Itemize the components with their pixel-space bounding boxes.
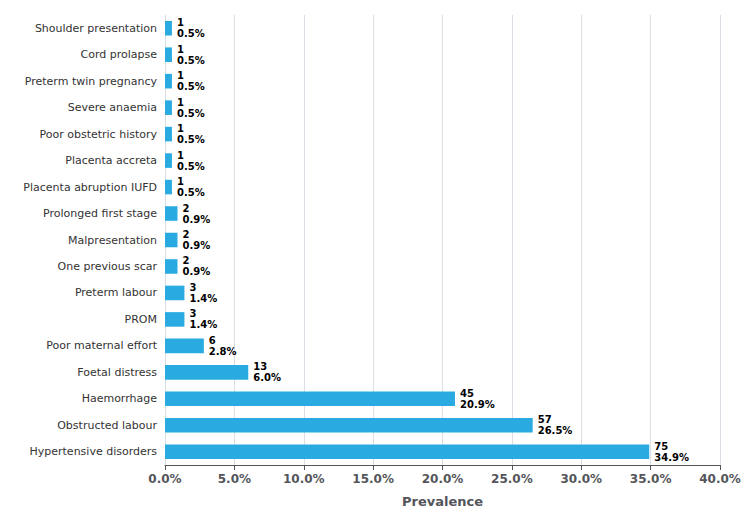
svg-text:Hypertensive disorders: Hypertensive disorders: [30, 445, 158, 458]
svg-text:Preterm twin pregnancy: Preterm twin pregnancy: [25, 75, 158, 88]
svg-text:15.0%: 15.0%: [352, 472, 394, 486]
svg-text:0.9%: 0.9%: [182, 240, 210, 251]
svg-text:0.9%: 0.9%: [182, 266, 210, 277]
svg-text:1: 1: [177, 70, 184, 81]
svg-text:0.5%: 0.5%: [177, 55, 205, 66]
svg-text:Malpresentation: Malpresentation: [68, 234, 157, 247]
svg-text:0.5%: 0.5%: [177, 134, 205, 145]
svg-text:1: 1: [177, 44, 184, 55]
svg-text:1: 1: [177, 17, 184, 28]
svg-text:20.9%: 20.9%: [460, 399, 495, 410]
svg-text:35.0%: 35.0%: [630, 472, 672, 486]
svg-text:Haemorrhage: Haemorrhage: [82, 392, 158, 405]
svg-text:5.0%: 5.0%: [218, 472, 251, 486]
svg-text:PROM: PROM: [125, 313, 157, 326]
svg-text:Preterm labour: Preterm labour: [75, 286, 158, 299]
svg-text:2.8%: 2.8%: [209, 346, 237, 357]
svg-text:1.4%: 1.4%: [189, 293, 217, 304]
svg-text:0.5%: 0.5%: [177, 81, 205, 92]
svg-text:0.5%: 0.5%: [177, 28, 205, 39]
svg-text:0.5%: 0.5%: [177, 161, 205, 172]
svg-text:1: 1: [177, 176, 184, 187]
svg-text:Severe anaemia: Severe anaemia: [68, 101, 157, 114]
svg-text:25.0%: 25.0%: [491, 472, 533, 486]
svg-text:13: 13: [253, 361, 267, 372]
svg-text:Shoulder presentation: Shoulder presentation: [35, 22, 157, 35]
svg-text:2: 2: [182, 255, 189, 266]
svg-text:40.0%: 40.0%: [699, 472, 741, 486]
svg-text:1: 1: [177, 150, 184, 161]
svg-text:1: 1: [177, 123, 184, 134]
svg-text:Cord prolapse: Cord prolapse: [81, 48, 158, 61]
svg-text:0.9%: 0.9%: [182, 214, 210, 225]
svg-text:6.0%: 6.0%: [253, 372, 281, 383]
svg-text:0.0%: 0.0%: [148, 472, 181, 486]
svg-text:Placenta abruption IUFD: Placenta abruption IUFD: [23, 181, 157, 194]
svg-text:20.0%: 20.0%: [422, 472, 464, 486]
svg-text:One previous scar: One previous scar: [58, 260, 158, 273]
svg-text:26.5%: 26.5%: [538, 425, 573, 436]
svg-text:Placenta accreta: Placenta accreta: [65, 154, 157, 167]
svg-text:34.9%: 34.9%: [654, 452, 689, 463]
svg-text:Poor obstetric history: Poor obstetric history: [39, 128, 157, 141]
svg-text:75: 75: [654, 441, 668, 452]
svg-text:0.5%: 0.5%: [177, 108, 205, 119]
svg-text:2: 2: [182, 229, 189, 240]
svg-text:2: 2: [182, 203, 189, 214]
svg-text:1.4%: 1.4%: [189, 319, 217, 330]
svg-text:30.0%: 30.0%: [560, 472, 602, 486]
svg-text:57: 57: [538, 414, 552, 425]
svg-text:Foetal distress: Foetal distress: [77, 366, 157, 379]
svg-text:45: 45: [460, 388, 474, 399]
svg-text:10.0%: 10.0%: [283, 472, 325, 486]
svg-text:Prevalence: Prevalence: [402, 494, 483, 509]
svg-text:6: 6: [209, 335, 216, 346]
svg-text:0.5%: 0.5%: [177, 187, 205, 198]
svg-text:Obstructed labour: Obstructed labour: [57, 419, 157, 432]
svg-text:Poor maternal effort: Poor maternal effort: [46, 339, 157, 352]
svg-text:3: 3: [189, 308, 196, 319]
svg-text:Prolonged first stage: Prolonged first stage: [43, 207, 157, 220]
svg-text:3: 3: [189, 282, 196, 293]
svg-text:1: 1: [177, 97, 184, 108]
